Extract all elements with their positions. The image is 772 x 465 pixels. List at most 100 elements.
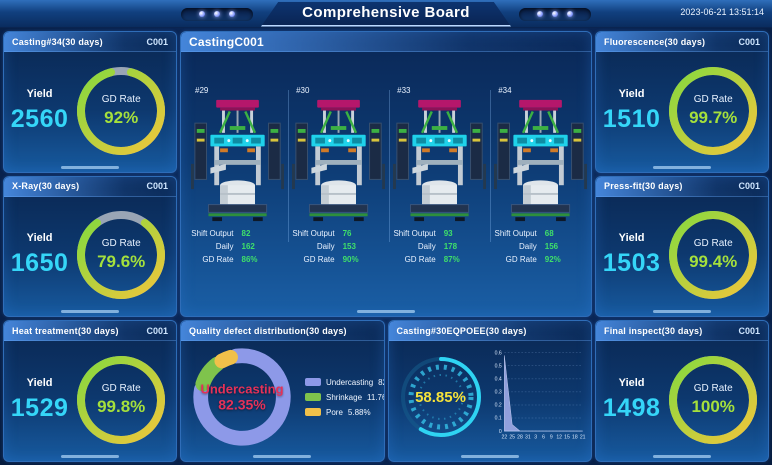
panel-quality-defect: Quality defect distribution(30 days) Und…: [180, 320, 385, 462]
gd-rate-ring-chart: GD Rate 99.7%: [665, 63, 761, 159]
legend-item: Pore 5.88%: [305, 407, 384, 417]
svg-text:22: 22: [501, 435, 507, 441]
page-title: Comprehensive Board: [302, 3, 470, 21]
svg-text:28: 28: [517, 435, 523, 441]
dot-icon: [229, 11, 235, 17]
dot-icon: [567, 11, 573, 17]
stat-body: Yield 2560 GD Rate 92%: [4, 52, 176, 170]
gd-rate-ring-chart: GD Rate 100%: [665, 352, 761, 448]
yield-block: Yield 2560: [11, 88, 69, 134]
gd-rate-ring-chart: GD Rate 99.8%: [73, 352, 169, 448]
legend-value: 5.88%: [347, 407, 371, 417]
svg-text:0: 0: [498, 429, 501, 435]
panel-header: Quality defect distribution(30 days): [181, 321, 384, 342]
legend-swatch-icon: [305, 408, 321, 417]
svg-text:15: 15: [564, 435, 570, 441]
panel-header: Press-fit(30 days) C001: [596, 176, 768, 197]
gd-rate-value: 87%: [443, 255, 460, 264]
defect-donut-chart: Undercasting 82.35%: [183, 338, 301, 456]
gd-rate-label: GD Rate: [303, 255, 335, 264]
panel-header: Casting#34(30 days) C001: [4, 32, 176, 52]
svg-text:0.6: 0.6: [494, 351, 501, 357]
panel-xray: X-Ray(30 days) C001 Yield 1650 GD Rate 7…: [3, 175, 177, 318]
machine-id: #29: [195, 86, 209, 95]
header-dots-right: [519, 7, 591, 21]
panel-casting34: Casting#34(30 days) C001 Yield 2560 GD R…: [3, 31, 177, 173]
header-datetime: 2023-06-21 13:51:14: [680, 7, 764, 17]
panel-header: Final inspect(30 days) C001: [596, 321, 768, 342]
machine-stats: Shift Output 76 Daily 153 GD Rate 90%: [292, 229, 385, 264]
legend-swatch-icon: [305, 378, 321, 387]
yield-block: Yield 1529: [11, 377, 69, 423]
dot-icon: [199, 11, 205, 17]
yield-label: Yield: [26, 377, 53, 390]
shift-output-label: Shift Output: [191, 229, 234, 238]
svg-text:31: 31: [524, 435, 530, 441]
daily-label: Daily: [417, 242, 436, 251]
svg-text:0.4: 0.4: [494, 377, 501, 383]
oee-gauge: 58.85%: [393, 349, 489, 445]
gauge-icon: [400, 357, 481, 438]
legend-name: Shrinkage: [326, 392, 363, 402]
machine-image-icon: [494, 99, 588, 222]
panel-title: Fluorescence(30 days): [604, 36, 706, 47]
defect-body: Undercasting 82.35% Undercasting 82.35% …: [181, 341, 384, 459]
bottom-center-row: Quality defect distribution(30 days) Und…: [180, 320, 592, 462]
yield-value: 1503: [602, 249, 661, 278]
machine-column: #30 Shift Output 76 Daily 153 GD Rate 90…: [288, 86, 389, 264]
panel-title: CastingC001: [189, 34, 264, 49]
svg-text:0.3: 0.3: [494, 390, 501, 396]
title-bar: Comprehensive Board: [181, 0, 591, 28]
legend-swatch-icon: [305, 393, 321, 402]
shift-output-value: 76: [342, 229, 352, 238]
panel-heat-treatment: Heat treatment(30 days) C001 Yield 1529 …: [3, 320, 177, 462]
yield-value: 1510: [602, 104, 661, 133]
shift-output-label: Shift Output: [393, 229, 436, 238]
panel-oee: Casting#30EQPOEE(30 days) 58.85% 0 0.1 0…: [387, 320, 592, 462]
yield-value: 1529: [10, 394, 69, 423]
gd-rate-ring-chart: GD Rate 99.4%: [665, 207, 761, 303]
dot-icon: [537, 11, 543, 17]
shift-output-value: 82: [241, 229, 251, 238]
ring-gauge-icon: [77, 356, 166, 445]
yield-label: Yield: [618, 232, 645, 245]
daily-label: Daily: [316, 242, 335, 251]
yield-block: Yield 1503: [603, 232, 661, 278]
daily-value: 156: [544, 242, 559, 251]
dashboard-grid: Casting#34(30 days) C001 Yield 2560 GD R…: [0, 28, 772, 465]
legend-item: Shrinkage 11.76%: [305, 392, 384, 402]
title-plate: Comprehensive Board: [261, 1, 511, 27]
svg-text:0.2: 0.2: [494, 403, 501, 409]
oee-trend-chart: 0 0.1 0.2 0.3 0.4 0.5 0.6 22 25 28 31 3 6 9 12 15…: [494, 351, 585, 441]
yield-label: Yield: [26, 232, 53, 245]
panel-press-fit: Press-fit(30 days) C001 Yield 1503 GD Ra…: [595, 175, 769, 318]
panel-header: Casting#30EQPOEE(30 days): [388, 321, 591, 342]
header-dots-left: [181, 7, 253, 21]
gd-rate-value: 86%: [241, 255, 258, 264]
svg-text:9: 9: [549, 435, 552, 441]
machine-id: #33: [397, 86, 411, 95]
machine-id: #34: [498, 86, 512, 95]
top-header: Comprehensive Board 2023-06-21 13:51:14: [0, 0, 772, 28]
panel-title: Final inspect(30 days): [604, 325, 703, 336]
center-column: CastingC001 #29 Shift Output 82 Daily 16…: [180, 31, 592, 462]
ring-gauge-icon: [669, 356, 758, 445]
svg-text:21: 21: [579, 435, 585, 441]
machine-column: #29 Shift Output 82 Daily 162 GD Rate 86…: [187, 86, 288, 264]
svg-text:12: 12: [556, 435, 562, 441]
yield-label: Yield: [618, 87, 645, 100]
machine-list: #29 Shift Output 82 Daily 162 GD Rate 86…: [181, 86, 591, 264]
machine-image-icon: [393, 99, 487, 222]
yield-block: Yield 1498: [603, 377, 661, 423]
gd-rate-value: 92%: [544, 255, 561, 264]
daily-value: 178: [443, 242, 458, 251]
machine-stats: Shift Output 93 Daily 178 GD Rate 87%: [393, 229, 486, 264]
shift-output-label: Shift Output: [494, 229, 537, 238]
panel-title: Quality defect distribution(30 days): [189, 325, 347, 336]
right-column: Fluorescence(30 days) C001 Yield 1510 GD…: [595, 31, 769, 462]
panel-header: Heat treatment(30 days) C001: [4, 321, 176, 342]
svg-text:25: 25: [509, 435, 515, 441]
panel-fluorescence: Fluorescence(30 days) C001 Yield 1510 GD…: [595, 31, 769, 173]
panel-title: X-Ray(30 days): [12, 181, 80, 192]
panel-code: C001: [738, 325, 760, 336]
